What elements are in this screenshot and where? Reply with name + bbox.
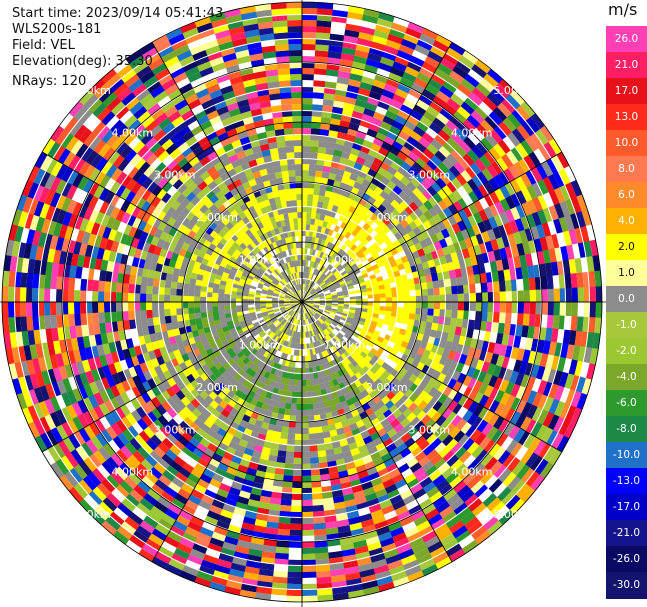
azimuth-spoke <box>301 41 453 303</box>
colorbar-segment <box>606 78 647 105</box>
field-name: Field: VEL <box>12 38 75 53</box>
azimuth-spoke <box>41 151 303 303</box>
ring-label: 4.00km <box>112 126 154 139</box>
ring-label: 4.00km <box>451 126 493 139</box>
colorbar-segment <box>606 130 647 157</box>
colorbar-segment <box>606 494 647 521</box>
colorbar-tick-label: -10.0 <box>612 449 641 461</box>
colorbar-tick-label: -26.0 <box>612 553 641 565</box>
colorbar-tick-label: -17.0 <box>612 501 641 513</box>
colorbar-segment <box>606 364 647 391</box>
colorbar-tick-label: 1.0 <box>618 267 635 279</box>
colorbar-tick-label: -1.0 <box>616 319 637 331</box>
colorbar-segment <box>606 442 647 469</box>
azimuth-spoke <box>301 151 563 303</box>
device-name: WLS200s-181 <box>12 22 102 37</box>
ring-label: 3.00km <box>408 169 450 182</box>
colorbar-tick-label: -21.0 <box>612 527 641 539</box>
ring-label: 5.00km <box>69 508 111 521</box>
colorbar-tick-label: 2.0 <box>618 241 635 253</box>
colorbar-segment <box>606 572 647 599</box>
colorbar-tick-label: 26.0 <box>614 33 639 45</box>
ring-label: 3.00km <box>154 169 196 182</box>
colorbar-tick-label: -6.0 <box>616 397 637 409</box>
ring-label: 4.00km <box>451 466 493 479</box>
colorbar-tick-label: 4.0 <box>618 215 635 227</box>
colorbar-tick-label: 8.0 <box>618 163 635 175</box>
range-ring-labels: 1.00km 1.00km 1.00km 1.00km 2.00km 2.00km 2.00… <box>69 84 535 521</box>
ring-label: 3.00km <box>408 423 450 436</box>
colorbar-tick-label: 17.0 <box>614 85 639 97</box>
colorbar-segment <box>606 546 647 573</box>
ring-label: 2.00km <box>196 211 238 224</box>
colorbar-tick-label: -8.0 <box>616 423 637 435</box>
colorbar-segment <box>606 520 647 547</box>
elevation: Elevation(deg): 35.30 <box>12 54 153 69</box>
velocity-gates <box>2 2 602 602</box>
ring-label: 2.00km <box>366 211 408 224</box>
colorbar-segment <box>606 390 647 417</box>
nrays: NRays: 120 <box>12 74 87 89</box>
ring-label: 1.00km <box>324 338 366 351</box>
colorbar-segment <box>606 234 647 261</box>
azimuth-spoke <box>41 301 303 453</box>
colorbar-tick-label: -2.0 <box>616 345 637 357</box>
ring-label: 3.00km <box>154 423 196 436</box>
colorbar-tick-label: -13.0 <box>612 475 641 487</box>
colorbar-segment <box>606 182 647 209</box>
colorbar-segment <box>606 416 647 443</box>
colorbar-tick-label: 13.0 <box>614 111 639 123</box>
colorbar-segment <box>606 104 647 131</box>
colorbar: 26.0 21.0 17.0 13.0 10.0 8.0 6.0 4.0 2.0 1.0 0.0 -1… <box>606 26 647 599</box>
ring-label: 4.00km <box>112 466 154 479</box>
azimuth-spoke <box>301 301 563 453</box>
colorbar-segment <box>606 260 647 287</box>
ring-label: 2.00km <box>196 381 238 394</box>
scan-info: Start time: 2023/09/14 05:41:43 WLS200s-… <box>12 6 223 90</box>
start-time: Start time: 2023/09/14 05:41:43 <box>12 6 224 21</box>
colorbar-tick-label: 0.0 <box>618 293 635 305</box>
azimuth-spoke <box>301 301 453 563</box>
ring-label: 5.00km <box>493 84 535 97</box>
colorbar-tick-label: 6.0 <box>618 189 635 201</box>
colorbar-tick-label: 10.0 <box>614 137 639 149</box>
colorbar-tick-label: -4.0 <box>616 371 637 383</box>
colorbar-segment <box>606 286 647 313</box>
colorbar-unit: m/s <box>608 0 638 19</box>
colorbar-segment <box>606 156 647 183</box>
colorbar-segment <box>606 312 647 339</box>
colorbar-segment <box>606 208 647 235</box>
ring-label: 1.00km <box>239 254 281 267</box>
colorbar-segment <box>606 26 647 53</box>
ring-label: 5.00km <box>69 84 111 97</box>
azimuth-spoke <box>151 301 303 563</box>
colorbar-segment <box>606 338 647 365</box>
colorbar-tick-label: -30.0 <box>612 579 641 591</box>
colorbar-tick-label: 21.0 <box>614 59 639 71</box>
ring-label: 1.00km <box>239 338 281 351</box>
colorbar-segment <box>606 52 647 79</box>
ring-label: 5.00km <box>493 508 535 521</box>
ring-label: 1.00km <box>324 254 366 267</box>
azimuth-spoke <box>151 41 303 303</box>
colorbar-segment <box>606 468 647 495</box>
ring-label: 2.00km <box>366 381 408 394</box>
